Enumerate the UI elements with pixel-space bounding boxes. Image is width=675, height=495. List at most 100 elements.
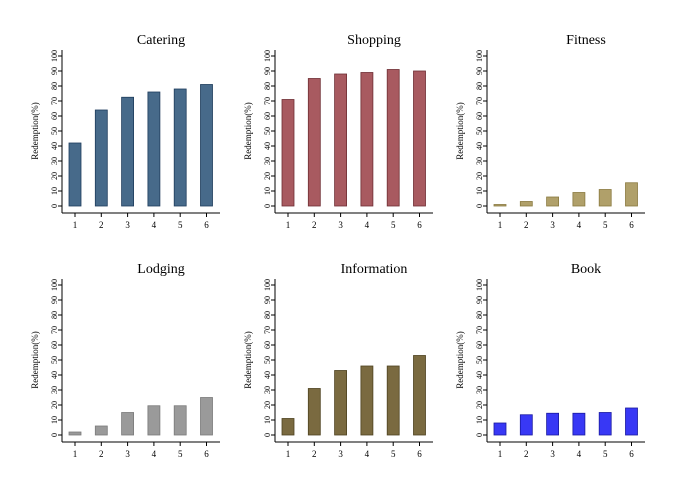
y-tick-label: 90 (475, 296, 484, 304)
bar (572, 192, 586, 207)
y-tick-label: 90 (50, 296, 59, 304)
subplot-information: Information 0 10 20 30 40 50 60 70 80 90 100 Redempt… (243, 262, 433, 459)
x-tick-label: 6 (417, 220, 422, 230)
bar (200, 397, 213, 436)
x-tick-label: 5 (178, 220, 183, 230)
y-tick-label: 60 (50, 112, 59, 120)
y-tick-label: 20 (50, 172, 59, 180)
y-tick-label: 40 (263, 371, 272, 379)
x-tick-label: 2 (312, 220, 317, 230)
y-tick-label: 50 (475, 356, 484, 364)
y-tick-label: 60 (263, 112, 272, 120)
x-tick-label: 3 (125, 220, 130, 230)
y-axis-label: Redemption(%) (30, 331, 40, 389)
y-tick-label: 30 (50, 157, 59, 165)
y-tick-label: 0 (263, 204, 272, 208)
y-tick-label: 70 (263, 326, 272, 334)
bar (519, 201, 533, 207)
y-tick-label: 90 (475, 67, 484, 75)
y-tick-label: 90 (263, 296, 272, 304)
y-tick-label: 80 (50, 311, 59, 319)
y-tick-label: 10 (50, 187, 59, 195)
y-tick-label: 20 (475, 172, 484, 180)
x-tick-label: 2 (312, 449, 317, 459)
y-tick-label: 30 (263, 386, 272, 394)
x-tick-label: 2 (99, 220, 104, 230)
bar (546, 196, 559, 207)
y-tick-label: 60 (50, 341, 59, 349)
y-tick-label: 80 (475, 311, 484, 319)
y-tick-label: 0 (475, 433, 484, 437)
bar (598, 412, 612, 436)
y-axis-label: Redemption(%) (455, 102, 465, 160)
subplot-title: Fitness (566, 33, 606, 48)
x-tick-label: 2 (524, 449, 529, 459)
y-tick-label: 100 (475, 279, 484, 291)
y-tick-label: 70 (50, 97, 59, 105)
y-axis-label: Redemption(%) (30, 102, 40, 160)
x-tick-label: 1 (498, 220, 503, 230)
x-tick-label: 3 (338, 449, 343, 459)
y-tick-label: 40 (263, 142, 272, 150)
subplot-title: Catering (137, 33, 185, 48)
subplot-book: Book 0 10 20 30 40 50 60 70 80 90 100 Redemption(%) 1… (455, 262, 645, 459)
subplot-title: Book (571, 262, 601, 277)
x-tick-label: 3 (550, 449, 555, 459)
y-tick-label: 50 (263, 356, 272, 364)
x-tick-label: 3 (338, 220, 343, 230)
bar (598, 189, 612, 207)
subplot-lodging: Lodging 0 10 20 30 40 50 60 70 80 90 100 Redemption(… (30, 262, 220, 459)
x-tick-label: 3 (125, 449, 130, 459)
bar (121, 96, 134, 207)
y-tick-label: 0 (50, 433, 59, 437)
y-tick-label: 30 (263, 157, 272, 165)
y-tick-label: 30 (475, 157, 484, 165)
y-tick-label: 100 (263, 279, 272, 291)
y-tick-label: 80 (50, 82, 59, 90)
y-tick-label: 60 (263, 341, 272, 349)
y-tick-label: 90 (50, 67, 59, 75)
bar (147, 91, 161, 207)
x-tick-label: 1 (498, 449, 503, 459)
bar (307, 78, 321, 207)
bar (94, 425, 108, 436)
bar (360, 72, 374, 207)
y-tick-label: 40 (50, 142, 59, 150)
x-tick-label: 4 (365, 449, 370, 459)
bar (413, 355, 426, 436)
y-tick-label: 20 (475, 401, 484, 409)
y-tick-label: 10 (475, 187, 484, 195)
y-tick-label: 100 (475, 50, 484, 62)
subplot-title: Lodging (137, 262, 184, 277)
bar (493, 204, 507, 207)
bar (625, 407, 638, 436)
subplot-fitness: Fitness 0 10 20 30 40 50 60 70 80 90 100 Redemption(… (455, 33, 645, 230)
y-tick-label: 0 (50, 204, 59, 208)
x-tick-label: 1 (73, 449, 78, 459)
x-tick-label: 5 (603, 449, 608, 459)
x-tick-label: 4 (577, 220, 582, 230)
y-tick-label: 50 (475, 127, 484, 135)
y-tick-label: 80 (475, 82, 484, 90)
y-tick-label: 100 (50, 50, 59, 62)
x-tick-label: 2 (99, 449, 104, 459)
y-tick-label: 70 (475, 326, 484, 334)
x-tick-label: 6 (204, 449, 209, 459)
y-tick-label: 0 (263, 433, 272, 437)
y-tick-label: 100 (263, 50, 272, 62)
y-tick-label: 20 (263, 401, 272, 409)
bar (572, 412, 586, 436)
bar (68, 431, 82, 436)
bar (360, 365, 374, 436)
y-tick-label: 30 (50, 386, 59, 394)
bar (281, 418, 295, 436)
y-tick-label: 100 (50, 279, 59, 291)
y-tick-label: 70 (263, 97, 272, 105)
x-tick-label: 5 (603, 220, 608, 230)
bar (281, 99, 295, 207)
subplot-title: Shopping (347, 33, 401, 48)
bar (625, 182, 638, 207)
y-tick-label: 40 (50, 371, 59, 379)
bar (94, 109, 108, 207)
x-tick-label: 5 (178, 449, 183, 459)
